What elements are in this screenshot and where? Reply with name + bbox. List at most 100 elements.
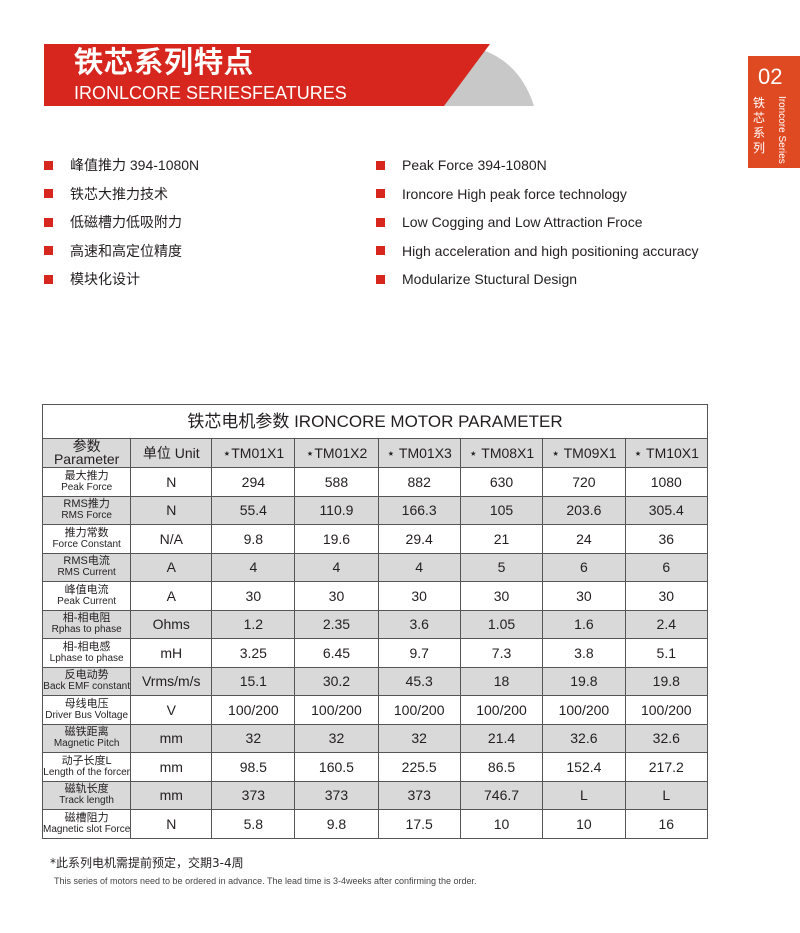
param-cn: RMS推力 <box>63 498 110 511</box>
value-cell: 105 <box>459 495 544 525</box>
value-cell: 203.6 <box>542 495 626 525</box>
value-cell: 373 <box>377 780 461 810</box>
param-cn: 动子长度L <box>61 754 112 767</box>
value-cell: 19.8 <box>624 666 709 696</box>
param-en: RMS Current <box>57 567 116 579</box>
feature-text: 高速和高定位精度 <box>70 242 182 259</box>
unit-cell: mm <box>130 780 213 810</box>
value-cell: 2.35 <box>294 609 379 639</box>
param-cell: 反电动势 Back EMF constant <box>41 666 132 696</box>
param-cell: 相-相电阻 Rphas to phase <box>41 609 132 639</box>
value-cell: 2.4 <box>624 609 709 639</box>
table-row: 相-相电阻 Rphas to phase Ohms 1.2 2.35 3.6 1.05 1.6… <box>41 609 709 639</box>
bullet-square-icon <box>376 160 385 170</box>
value-cell: 9.8 <box>211 524 296 554</box>
param-cn: 最大推力 <box>64 469 109 482</box>
value-cell: 4 <box>211 552 296 582</box>
value-cell: 86.5 <box>459 752 544 782</box>
value-cell: 1.05 <box>459 609 544 639</box>
value-cell: 30.2 <box>294 666 379 696</box>
feature-text: Ironcore High peak force technology <box>402 185 627 202</box>
unit-cell: A <box>130 552 213 582</box>
param-cell: 推力常数 Force Constant <box>41 524 132 554</box>
unit-cell: V <box>130 695 213 725</box>
table-row: 磁铁距离 Magnetic Pitch mm 32 32 32 21.4 32.6 32.6 <box>41 723 709 753</box>
bullet-square-icon <box>44 246 53 256</box>
motor-parameter-table: 铁芯电机参数 IRONCORE MOTOR PARAMETER 参数 Parame… <box>41 404 709 839</box>
value-cell: L <box>542 780 626 810</box>
value-cell: 100/200 <box>377 695 461 725</box>
feature-item: 铁芯大推力技术 <box>44 180 199 209</box>
param-cn: 相-相电阻 <box>62 612 111 625</box>
value-cell: 3.8 <box>542 638 626 668</box>
bullet-square-icon <box>44 160 53 170</box>
value-cell: 5.1 <box>624 638 709 668</box>
feature-item: Low Cogging and Low Attraction Froce <box>376 208 699 237</box>
feature-text: 低磁槽力低吸附力 <box>70 214 182 231</box>
value-cell: 166.3 <box>377 495 461 525</box>
value-cell: 9.7 <box>377 638 461 668</box>
table-row: 动子长度L Length of the forcer mm 98.5 160.5 225.… <box>41 752 709 782</box>
table-row: 推力常数 Force Constant N/A 9.8 19.6 29.4 21 24 36 <box>41 524 709 554</box>
table-row: 磁槽阻力 Magnetic slot Force N 5.8 9.8 17.5 10 10 16 <box>41 809 709 839</box>
section-banner: 铁芯系列特点 IRONLCORE SERIESFEATURES <box>44 44 534 106</box>
value-cell: 720 <box>542 467 626 497</box>
value-cell: 4 <box>377 552 461 582</box>
feature-list-en: Peak Force 394-1080N Ironcore High peak f… <box>376 151 699 294</box>
param-en: Magnetic Pitch <box>53 738 120 750</box>
value-cell: 15.1 <box>211 666 296 696</box>
bullet-square-icon <box>376 217 385 227</box>
value-cell: 19.6 <box>294 524 379 554</box>
unit-cell: A <box>130 581 213 611</box>
unit-cell: Ohms <box>130 609 213 639</box>
param-en: Magnetic slot Force <box>43 823 131 835</box>
feature-text: High acceleration and high positioning a… <box>402 242 699 259</box>
value-cell: 21.4 <box>459 723 544 753</box>
model-header: ⋆TM01X1 <box>211 438 296 468</box>
feature-list-cn: 峰值推力 394-1080N 铁芯大推力技术低磁槽力低吸附力 高速和高定位精度模块化… <box>44 151 199 294</box>
bullet-square-icon <box>44 217 53 227</box>
param-header-en: Parameter <box>53 451 120 467</box>
feature-text: Peak Force 394-1080N <box>402 157 547 174</box>
value-cell: 100/200 <box>294 695 379 725</box>
feature-item: 高速和高定位精度 <box>44 237 199 266</box>
param-cell: 动子长度L Length of the forcer <box>41 752 132 782</box>
section-title-en: IRONLCORE SERIESFEATURES <box>74 83 347 103</box>
feature-item: High acceleration and high positioning a… <box>376 237 699 266</box>
unit-cell: N <box>130 495 213 525</box>
model-header: ⋆ TM09X1 <box>542 438 626 468</box>
value-cell: 32 <box>377 723 461 753</box>
feature-item: 低磁槽力低吸附力 <box>44 208 199 237</box>
param-en: Lphase to phase <box>49 652 124 664</box>
value-cell: 100/200 <box>459 695 544 725</box>
param-cell: RMS推力 RMS Force <box>41 495 132 525</box>
value-cell: 21 <box>459 524 544 554</box>
chapter-tab: 02 铁芯系列 Ironcore Series <box>748 56 800 168</box>
value-cell: 373 <box>211 780 296 810</box>
param-en: Back EMF constant <box>43 681 130 693</box>
value-cell: 10 <box>459 809 544 839</box>
value-cell: 7.3 <box>459 638 544 668</box>
bullet-square-icon <box>376 246 385 256</box>
value-cell: 5.8 <box>211 809 296 839</box>
value-cell: 30 <box>211 581 296 611</box>
param-cn: 磁轨长度 <box>64 783 109 796</box>
value-cell: 30 <box>377 581 461 611</box>
chapter-en: Ironcore Series <box>776 96 787 164</box>
feature-item: 模块化设计 <box>44 265 199 294</box>
value-cell: 882 <box>377 467 461 497</box>
param-en: RMS Force <box>61 510 112 522</box>
table-row: 相-相电感 Lphase to phase mH 3.25 6.45 9.7 7.3 3.8 5… <box>41 638 709 668</box>
model-header: ⋆ TM01X3 <box>377 438 461 468</box>
param-cell: 磁槽阻力 Magnetic slot Force <box>41 809 132 839</box>
value-cell: 4 <box>294 552 379 582</box>
param-cell: 峰值电流 Peak Current <box>41 581 132 611</box>
feature-text: 峰值推力 394-1080N <box>70 157 200 174</box>
feature-item: 峰值推力 394-1080N <box>44 151 199 180</box>
value-cell: 30 <box>459 581 544 611</box>
unit-header: 单位 Unit <box>130 438 213 468</box>
value-cell: 32 <box>211 723 296 753</box>
table-row: RMS推力 RMS Force N 55.4 110.9 166.3 105 203.6 305… <box>41 495 709 525</box>
param-cn: 磁铁距离 <box>64 726 109 739</box>
value-cell: 5 <box>459 552 544 582</box>
